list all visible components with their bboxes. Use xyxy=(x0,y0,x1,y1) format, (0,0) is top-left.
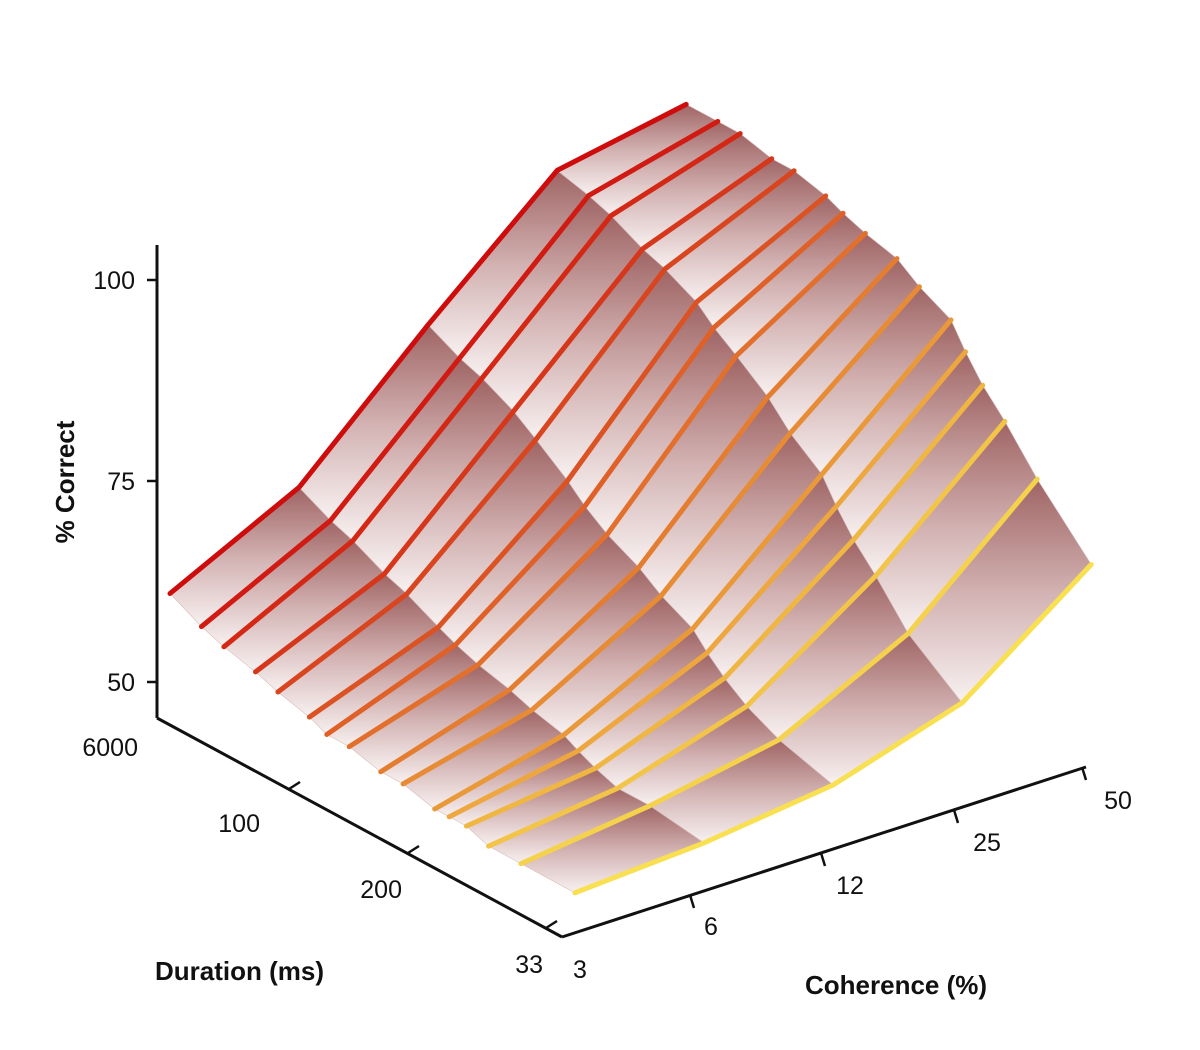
duration-line xyxy=(378,256,900,775)
coherence-tick-mark xyxy=(952,809,960,824)
duration-line xyxy=(306,193,829,720)
duration-axis-title: Duration (ms) xyxy=(155,956,324,986)
coherence-axis-line xyxy=(561,765,1087,939)
z-axis-title: % Correct xyxy=(50,420,80,543)
duration-line xyxy=(167,101,689,596)
coherence-tick-label: 12 xyxy=(836,872,864,900)
duration-line xyxy=(463,382,986,829)
surface xyxy=(169,104,1092,894)
duration-tick-label: 33 xyxy=(515,951,543,979)
duration-line xyxy=(199,118,721,630)
duration-line xyxy=(518,476,1040,867)
coherence-axis-title: Coherence (%) xyxy=(805,970,987,1000)
coherence-tick-label: 3 xyxy=(573,956,587,984)
duration-tick-label: 6000 xyxy=(82,734,138,762)
duration-line xyxy=(446,349,968,820)
coherence-axis-ticks: 3 6 12 25 50 xyxy=(573,766,1132,984)
duration-tick-mark xyxy=(545,919,558,930)
z-tick-label: 50 xyxy=(107,669,135,697)
duration-line xyxy=(221,131,743,650)
z-axis-ticks: 100 75 50 xyxy=(93,267,157,697)
duration-tick-label: 100 xyxy=(218,810,260,838)
z-tick-label: 75 xyxy=(107,468,135,496)
duration-lines xyxy=(167,101,1094,896)
duration-axis-ticks: 6000 100 200 33 xyxy=(82,734,558,979)
coherence-tick-label: 50 xyxy=(1104,787,1132,815)
duration-axis-line xyxy=(156,716,563,939)
duration-tick-mark xyxy=(288,780,301,791)
duration-line xyxy=(253,156,775,675)
duration-tick-label: 200 xyxy=(360,876,402,904)
coherence-tick-mark xyxy=(1080,766,1088,781)
coherence-tick-mark xyxy=(819,852,827,867)
coherence-tick-label: 6 xyxy=(704,913,718,941)
duration-tick-mark xyxy=(407,844,420,855)
duration-line xyxy=(324,210,846,737)
coherence-tick-label: 25 xyxy=(973,829,1001,857)
duration-line xyxy=(486,418,1008,849)
duration-line xyxy=(572,562,1094,896)
coherence-tick-mark xyxy=(688,894,696,909)
duration-line xyxy=(346,230,868,750)
duration-line xyxy=(275,168,797,695)
z-tick-label: 100 xyxy=(93,267,135,295)
duration-line xyxy=(400,284,922,787)
duration-line xyxy=(432,317,954,812)
